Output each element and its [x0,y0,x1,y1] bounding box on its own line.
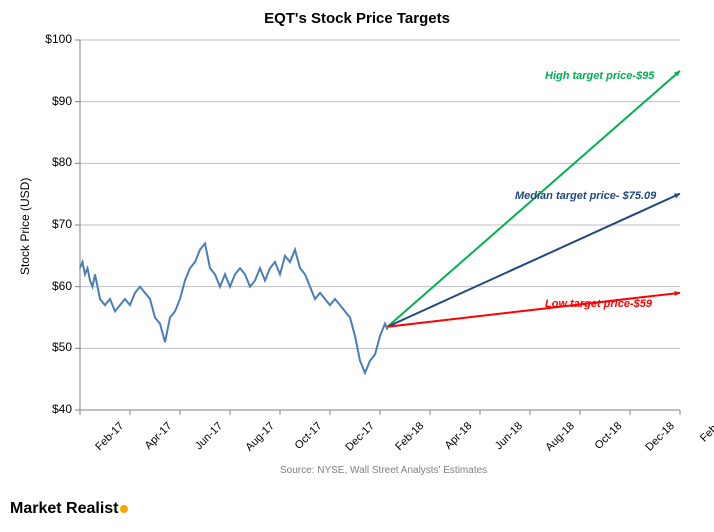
high-target-annotation: High target price-$95 [545,70,654,82]
y-tick-label: $40 [32,402,72,416]
source-text: Source: NYSE, Wall Street Analysts' Esti… [280,465,487,476]
y-tick-label: $80 [32,155,72,169]
y-tick-label: $60 [32,279,72,293]
low-target-annotation: Low target price-$59 [545,298,652,310]
market-realist-logo: Market Realist [10,500,128,518]
logo-dot-icon [120,505,128,513]
median-target-annotation: Median target price- $75.09 [515,190,656,202]
y-tick-label: $70 [32,217,72,231]
logo-text: Market Realist [10,500,119,517]
chart-container: EQT's Stock Price Targets Stock Price (U… [0,0,714,532]
y-tick-label: $90 [32,94,72,108]
y-tick-label: $100 [32,32,72,46]
y-tick-label: $50 [32,340,72,354]
